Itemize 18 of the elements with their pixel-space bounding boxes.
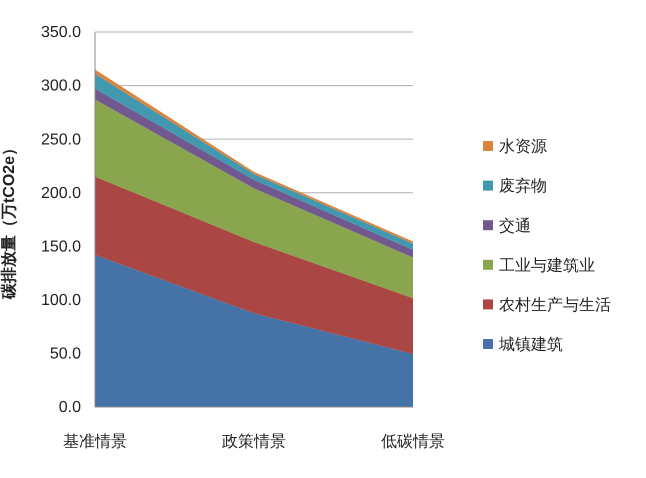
x-tick-label: 基准情景 (63, 432, 127, 450)
y-tick-label: 250.0 (40, 131, 82, 148)
legend-label: 废弃物 (499, 177, 547, 196)
y-tick-label: 200.0 (40, 184, 82, 202)
y-tick-label: 0.0 (58, 399, 82, 416)
legend-label: 农村生产与生活 (499, 296, 611, 314)
y-tick-label: 300.0 (40, 78, 82, 95)
y-tick-label: 350.0 (40, 24, 82, 42)
y-tick-label: 50.0 (50, 346, 82, 363)
y-tick-label: 150.0 (40, 238, 82, 256)
legend-label: 交通 (499, 216, 531, 235)
legend-label: 工业与建筑业 (499, 256, 595, 274)
legend-label: 水资源 (499, 138, 547, 156)
y-tick-label: 100.0 (40, 292, 82, 309)
x-tick-label: 低碳情景 (381, 432, 445, 450)
y-axis-title: 碳排放量（万tCO2e） (0, 140, 18, 300)
legend-label: 城镇建筑 (498, 336, 563, 354)
x-tick-label: 政策情景 (222, 432, 286, 450)
